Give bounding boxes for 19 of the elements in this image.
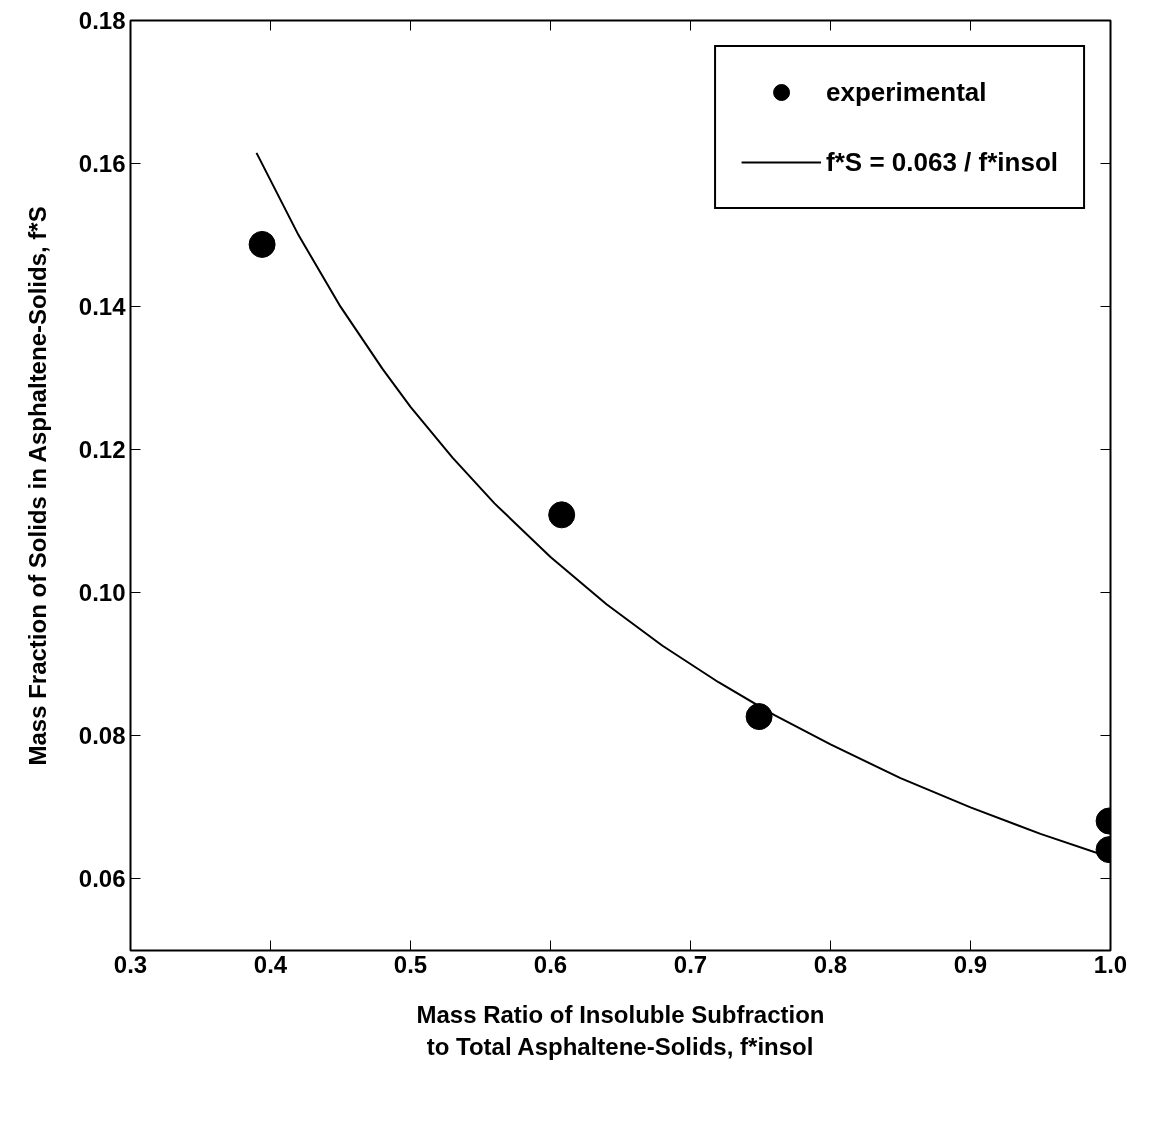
y-tick-label: 0.18	[78, 7, 126, 34]
y-tick-label: 0.14	[78, 293, 127, 321]
x-tick-label: 0.6	[533, 950, 568, 978]
x-tick-label: 1.0	[1093, 950, 1128, 978]
legend-label: f*S = 0.063 / f*insol	[826, 146, 1058, 178]
y-tick-label: 0.16	[78, 150, 126, 178]
x-tick-label: 0.5	[393, 950, 428, 978]
x-tick-label: 0.9	[953, 950, 988, 978]
legend-label: experimental	[826, 76, 987, 108]
y-axis-title: Mass Fraction of Solids in Asphaltene-Solids, f*S	[23, 206, 51, 766]
x-tick-label: 0.4	[253, 950, 288, 978]
x-tick-label: 0.3	[113, 950, 148, 978]
y-tick-label: 0.10	[78, 579, 126, 607]
x-axis-title: Mass Ratio of Insoluble Subfraction to Total Asphaltene-Solids, f*insol	[416, 1000, 825, 1060]
y-tick-label: 0.06	[78, 865, 126, 893]
y-tick-label: 0.12	[78, 436, 126, 464]
x-tick-label: 0.8	[813, 950, 848, 978]
x-tick-label: 0.7	[673, 950, 708, 978]
y-tick-label: 0.08	[78, 722, 126, 750]
